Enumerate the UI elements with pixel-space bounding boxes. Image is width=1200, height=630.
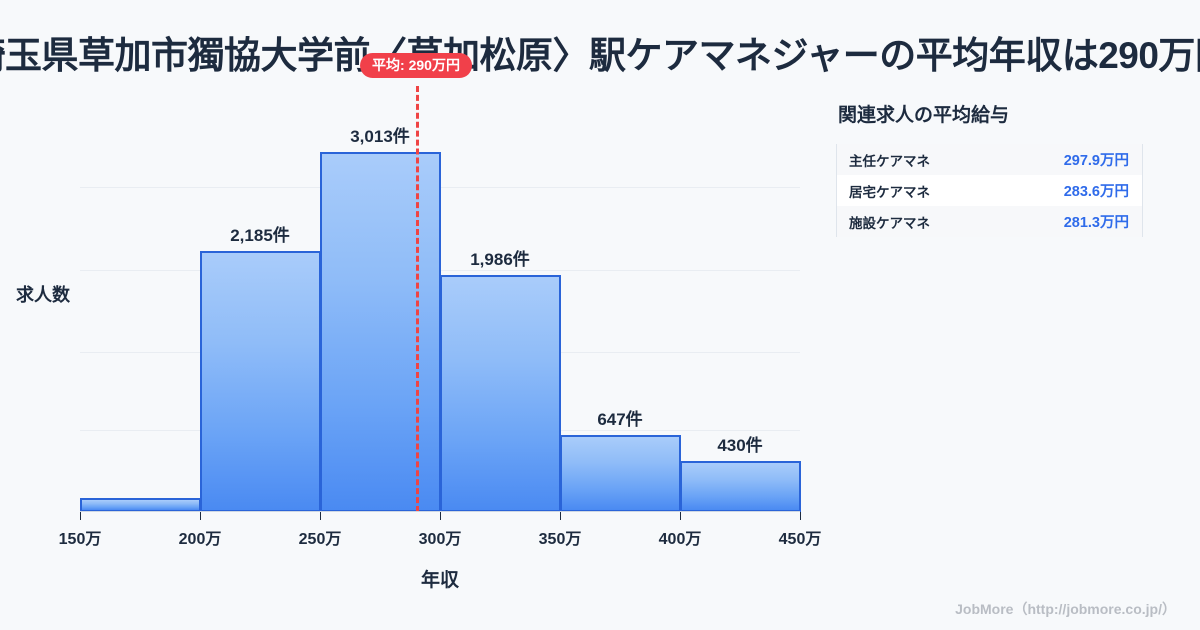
x-tick-mark <box>320 512 321 520</box>
salary-value: 283.6万円 <box>1063 184 1129 200</box>
x-tick-mark <box>680 512 681 520</box>
bar-400-450[interactable] <box>680 461 801 512</box>
salary-table: 主任ケアマネ 297.9万円 居宅ケアマネ 283.6万円 施設ケアマネ 281… <box>836 144 1143 237</box>
bar-200-250[interactable] <box>200 251 321 512</box>
x-tick-label: 300万 <box>418 531 462 548</box>
table-row[interactable]: 施設ケアマネ 281.3万円 <box>837 206 1142 237</box>
salary-value: 281.3万円 <box>1063 215 1129 231</box>
x-tick-mark <box>800 512 801 520</box>
y-axis-title: 求人数 <box>16 285 70 305</box>
x-tick-label: 200万 <box>178 531 222 548</box>
average-badge: 平均: 290万円 <box>360 53 472 78</box>
table-row[interactable]: 主任ケアマネ 297.9万円 <box>837 144 1142 175</box>
bar-label-300-350: 1,986件 <box>470 250 530 269</box>
x-tick-mark <box>200 512 201 520</box>
x-tick-label: 450万 <box>778 531 822 548</box>
footer-watermark: JobMore（http://jobmore.co.jp/） <box>955 601 1176 617</box>
bar-label-250-300: 3,013件 <box>350 127 410 146</box>
salary-value: 297.9万円 <box>1063 153 1129 169</box>
x-axis-line <box>80 511 800 512</box>
bar-150-200[interactable] <box>80 498 201 512</box>
bar-label-400-450: 430件 <box>717 436 763 455</box>
related-salary-title: 関連求人の平均給与 <box>838 105 1010 126</box>
x-tick-mark <box>80 512 81 520</box>
x-tick-label: 150万 <box>58 531 102 548</box>
x-tick-label: 250万 <box>298 531 342 548</box>
bar-250-300[interactable] <box>320 152 441 512</box>
salary-role-label: 居宅ケアマネ <box>849 184 930 200</box>
average-line <box>416 86 419 512</box>
bar-label-200-250: 2,185件 <box>230 226 290 245</box>
table-row[interactable]: 居宅ケアマネ 283.6万円 <box>837 175 1142 206</box>
plot-area: 2,185件 3,013件 1,986件 647件 430件 平均: 290万円… <box>59 53 821 548</box>
related-salary-panel: 関連求人の平均給与 主任ケアマネ 297.9万円 居宅ケアマネ 283.6万円 … <box>836 100 1176 237</box>
salary-role-label: 主任ケアマネ <box>849 153 930 169</box>
x-axis-title: 年収 <box>420 570 460 591</box>
salary-role-label: 施設ケアマネ <box>849 215 930 231</box>
bar-label-350-400: 647件 <box>597 410 643 429</box>
x-tick-mark <box>560 512 561 520</box>
x-tick-label: 350万 <box>538 531 582 548</box>
page-title: 埼玉県草加市獨協大学前〈草加松原〉駅ケアマネジャーの平均年収は290万円 <box>0 35 1200 76</box>
x-tick-label: 400万 <box>658 531 702 548</box>
bar-300-350[interactable] <box>440 275 561 512</box>
bar-350-400[interactable] <box>560 435 681 512</box>
histogram-chart: 求人数 2,185件 3,013件 1,986件 647件 430件 平均: 2… <box>0 53 821 565</box>
x-tick-mark <box>440 512 441 520</box>
